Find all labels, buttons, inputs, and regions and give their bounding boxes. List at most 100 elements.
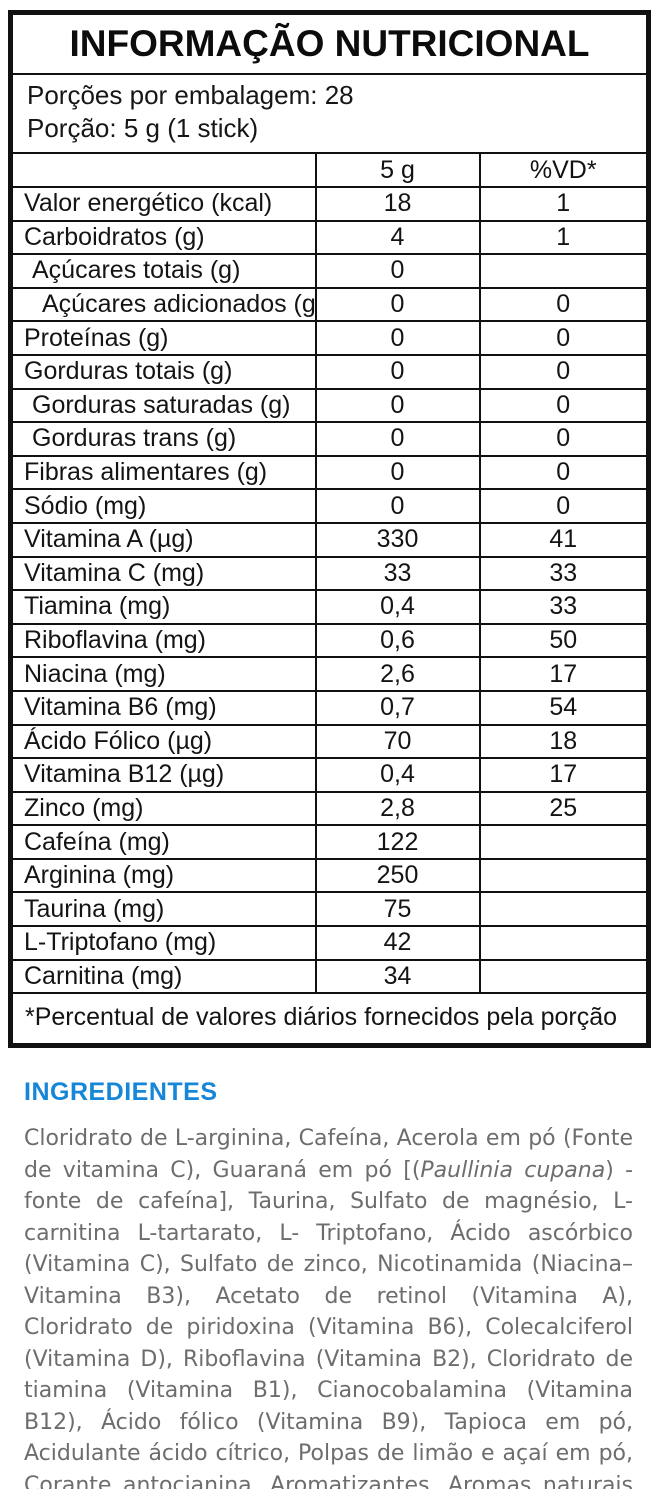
row-amount: 18 (314, 186, 481, 222)
table-row: Vitamina B6 (mg) 0,7 54 (9, 689, 650, 726)
table-row: Carboidratos (g) 4 1 (9, 219, 650, 256)
row-amount: 0,4 (314, 757, 481, 793)
row-dv (478, 857, 650, 894)
row-dv: 33 (478, 589, 650, 625)
row-dv: 0 (478, 320, 650, 356)
row-label: Vitamina A (µg) (9, 521, 317, 558)
footnote-row: *Percentual de valores diários fornecido… (9, 992, 650, 1047)
row-dv: 41 (478, 521, 650, 558)
row-amount: 2,8 (314, 790, 481, 827)
row-label: Açúcares totais (g) (9, 253, 317, 289)
table-row: Valor energético (kcal) 18 1 (9, 186, 650, 222)
row-dv: 0 (478, 286, 650, 323)
row-dv: 0 (478, 421, 650, 457)
column-header-row: 5 g %VD* (9, 152, 650, 188)
row-amount: 2,6 (314, 656, 481, 692)
row-dv: 0 (478, 454, 650, 491)
row-dv: 0 (478, 353, 650, 390)
row-amount: 4 (314, 219, 481, 256)
nutrition-table: INFORMAÇÃO NUTRICIONAL Porções por embal… (8, 10, 651, 1049)
row-dv (478, 925, 650, 961)
table-title: INFORMAÇÃO NUTRICIONAL (69, 23, 590, 64)
row-dv: 1 (478, 186, 650, 222)
row-label: Gorduras totais (g) (9, 353, 317, 390)
table-row: Fibras alimentares (g) 0 0 (9, 454, 650, 491)
ingredient-latin-name: Paullinia cupana (420, 1157, 606, 1183)
table-row: Ácido Fólico (µg) 70 18 (9, 723, 650, 760)
table-row: Açúcares adicionados (g) 0 0 (9, 286, 650, 323)
row-amount: 0 (314, 387, 481, 424)
row-label: Carnitina (mg) (9, 958, 317, 995)
row-label: Carboidratos (g) (9, 219, 317, 256)
table-footnote: *Percentual de valores diários fornecido… (9, 992, 650, 1047)
row-amount: 33 (314, 555, 481, 592)
row-label: Açúcares adicionados (g) (9, 286, 317, 323)
table-row: Niacina (mg) 2,6 17 (9, 656, 650, 692)
table-row: Gorduras saturadas (g) 0 0 (9, 387, 650, 424)
row-amount: 0 (314, 286, 481, 323)
row-amount: 0 (314, 353, 481, 390)
title-row: INFORMAÇÃO NUTRICIONAL (9, 11, 650, 75)
table-row: Vitamina B12 (µg) 0,4 17 (9, 757, 650, 793)
row-amount: 0 (314, 488, 481, 524)
row-label: Niacina (mg) (9, 656, 317, 692)
row-dv: 33 (478, 555, 650, 592)
table-row: Taurina (mg) 75 (9, 891, 650, 928)
table-row: Carnitina (mg) 34 (9, 958, 650, 995)
row-amount: 0 (314, 454, 481, 491)
row-dv: 54 (478, 689, 650, 726)
row-amount: 0,4 (314, 589, 481, 625)
table-row: Açúcares totais (g) 0 (9, 253, 650, 289)
table-row: Proteínas (g) 0 0 (9, 320, 650, 356)
row-label: Gorduras trans (g) (9, 421, 317, 457)
column-header-amount: 5 g (314, 152, 481, 188)
row-dv: 0 (478, 488, 650, 524)
row-label: Taurina (mg) (9, 891, 317, 928)
row-amount: 0 (314, 421, 481, 457)
row-dv: 25 (478, 790, 650, 827)
row-amount: 250 (314, 857, 481, 894)
row-label: L-Triptofano (mg) (9, 925, 317, 961)
ingredients-heading: INGREDIENTES (24, 1078, 218, 1107)
table-row: Vitamina C (mg) 33 33 (9, 555, 650, 592)
column-header-dv: %VD* (478, 152, 650, 188)
row-dv (478, 958, 650, 995)
row-label: Tiamina (mg) (9, 589, 317, 625)
row-label: Proteínas (g) (9, 320, 317, 356)
row-dv: 17 (478, 656, 650, 692)
row-label: Sódio (mg) (9, 488, 317, 524)
table-row: L-Triptofano (mg) 42 (9, 925, 650, 961)
row-amount: 0,7 (314, 689, 481, 726)
row-amount: 75 (314, 891, 481, 928)
row-dv: 17 (478, 757, 650, 793)
row-amount: 42 (314, 925, 481, 961)
table-row: Tiamina (mg) 0,4 33 (9, 589, 650, 625)
row-label: Ácido Fólico (µg) (9, 723, 317, 760)
column-header-blank (9, 152, 317, 188)
row-label: Gorduras saturadas (g) (9, 387, 317, 424)
row-dv: 18 (478, 723, 650, 760)
row-label: Vitamina B6 (mg) (9, 689, 317, 726)
row-amount: 34 (314, 958, 481, 995)
row-dv: 50 (478, 622, 650, 659)
row-amount: 0,6 (314, 622, 481, 659)
row-dv (478, 891, 650, 928)
table-row: Gorduras totais (g) 0 0 (9, 353, 650, 390)
table-row: Vitamina A (µg) 330 41 (9, 521, 650, 558)
table-row: Riboflavina (mg) 0,6 50 (9, 622, 650, 659)
row-label: Arginina (mg) (9, 857, 317, 894)
row-dv: 0 (478, 387, 650, 424)
row-label: Valor energético (kcal) (9, 186, 317, 222)
row-amount: 0 (314, 253, 481, 289)
servings-row: Porções por embalagem: 28 Porção: 5 g (1… (9, 73, 650, 154)
ingredient-segment: ) - fonte de cafeína], Taurina, Sulfato … (24, 1157, 634, 1489)
row-label: Fibras alimentares (g) (9, 454, 317, 491)
ingredients-text: Cloridrato de L-arginina, Cafeína, Acero… (24, 1123, 633, 1489)
row-amount: 70 (314, 723, 481, 760)
row-dv (478, 824, 650, 860)
ingredient-segment: Cloridrato de L-arginina, Cafeína, Acero… (24, 1126, 633, 1183)
table-row: Sódio (mg) 0 0 (9, 488, 650, 524)
table-row: Gorduras trans (g) 0 0 (9, 421, 650, 457)
serving-size: Porção: 5 g (1 stick) (27, 113, 259, 143)
